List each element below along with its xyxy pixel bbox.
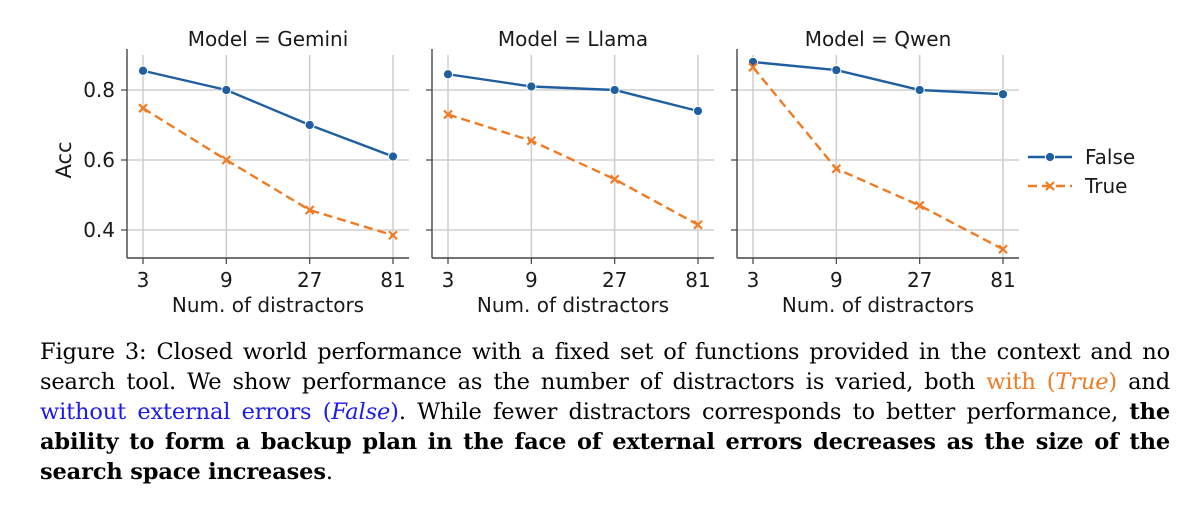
- point-false: [692, 105, 704, 117]
- x-axis-label: Num. of distractors: [172, 293, 364, 317]
- y-tick-label: 0.8: [83, 78, 115, 102]
- x-tick-label: 3: [137, 268, 150, 292]
- point-true: [693, 219, 703, 230]
- point-true: [526, 135, 537, 146]
- point-false: [914, 84, 925, 96]
- caption-true-label: True: [1055, 369, 1109, 395]
- point-false: [221, 84, 232, 96]
- legend-item-false: False: [1028, 145, 1135, 169]
- caption-without: without external errors (: [40, 399, 332, 425]
- x-tick-label: 9: [830, 268, 843, 292]
- point-false: [831, 64, 842, 76]
- caption-end: .: [325, 459, 333, 485]
- legend-label: False: [1085, 145, 1135, 169]
- x-tick-label: 81: [380, 268, 405, 292]
- x-axis-label: Num. of distractors: [477, 293, 669, 317]
- x-tick-label: 27: [907, 268, 932, 292]
- point-false: [137, 65, 149, 76]
- caption-paren-open: (: [1046, 369, 1056, 395]
- point-false: [442, 69, 454, 80]
- point-false: [304, 119, 315, 131]
- panel-title: Model = Qwen: [805, 27, 952, 51]
- legend-marker: [1045, 181, 1055, 191]
- figure-caption: Figure 3: Closed world performance with …: [40, 337, 1170, 487]
- point-true: [831, 163, 842, 174]
- series-line-false: [447, 73, 699, 113]
- point-true: [138, 103, 148, 113]
- panel-title: Model = Gemini: [188, 27, 349, 51]
- caption-false-label: False: [331, 399, 391, 425]
- x-tick-label: 81: [685, 268, 710, 292]
- panel-title: Model = Llama: [498, 27, 648, 51]
- series-line-false: [752, 60, 1004, 96]
- x-tick-label: 9: [220, 268, 233, 292]
- x-tick-label: 27: [602, 268, 627, 292]
- y-axis-label: Acc: [52, 141, 76, 178]
- caption-paren-close: ): [1108, 369, 1118, 395]
- point-true: [914, 200, 925, 211]
- point-false: [997, 89, 1009, 100]
- caption-without-close: ): [390, 399, 399, 425]
- point-true: [388, 230, 398, 241]
- caption-mid: . While fewer distractors corresponds to…: [398, 399, 1130, 425]
- x-tick-label: 27: [297, 268, 322, 292]
- panel-0: 0.4 0.6 0.8 3 9 27 81 Model = Gemini Num. of dis…: [83, 27, 409, 317]
- panel-2: 3 9 27 81 Model = Qwen Num. of distractors: [731, 27, 1019, 317]
- caption-with: with: [986, 369, 1036, 395]
- point-true: [304, 205, 315, 215]
- series-line-false: [142, 69, 394, 158]
- caption-and: and: [1117, 369, 1170, 395]
- panel-1: 3 9 27 81 Model = Llama Num. of distractors: [426, 27, 714, 317]
- point-false: [526, 81, 537, 92]
- legend-item-true: True: [1028, 174, 1127, 198]
- point-true: [443, 109, 453, 120]
- x-tick-label: 9: [525, 268, 538, 292]
- y-tick-label: 0.4: [83, 218, 115, 242]
- point-true: [609, 174, 620, 185]
- figure-chart: Acc 0.4 0.6 0.8 3 9 27 81 Model = Gemini Num. of…: [52, 27, 1135, 317]
- legend: False True: [1028, 145, 1135, 198]
- caption-bold: the ability to form a backup plan in the…: [40, 399, 1170, 485]
- point-true: [748, 62, 758, 73]
- point-true: [998, 244, 1008, 255]
- x-tick-label: 3: [442, 268, 455, 292]
- y-tick-label: 0.6: [83, 148, 115, 172]
- x-axis-label: Num. of distractors: [782, 293, 974, 317]
- series-line-true: [447, 113, 699, 226]
- x-tick-label: 3: [747, 268, 760, 292]
- point-false: [387, 151, 399, 162]
- x-tick-label: 81: [990, 268, 1015, 292]
- caption-lead: Figure 3: Closed world performance with …: [40, 339, 1170, 395]
- point-false: [609, 84, 620, 96]
- point-true: [221, 155, 232, 165]
- panels: 0.4 0.6 0.8 3 9 27 81 Model = Gemini Num. of dis…: [83, 27, 1019, 317]
- legend-marker: [1044, 151, 1056, 163]
- legend-label: True: [1084, 174, 1127, 198]
- series-line-true: [142, 107, 394, 237]
- series-line-true: [752, 66, 1004, 251]
